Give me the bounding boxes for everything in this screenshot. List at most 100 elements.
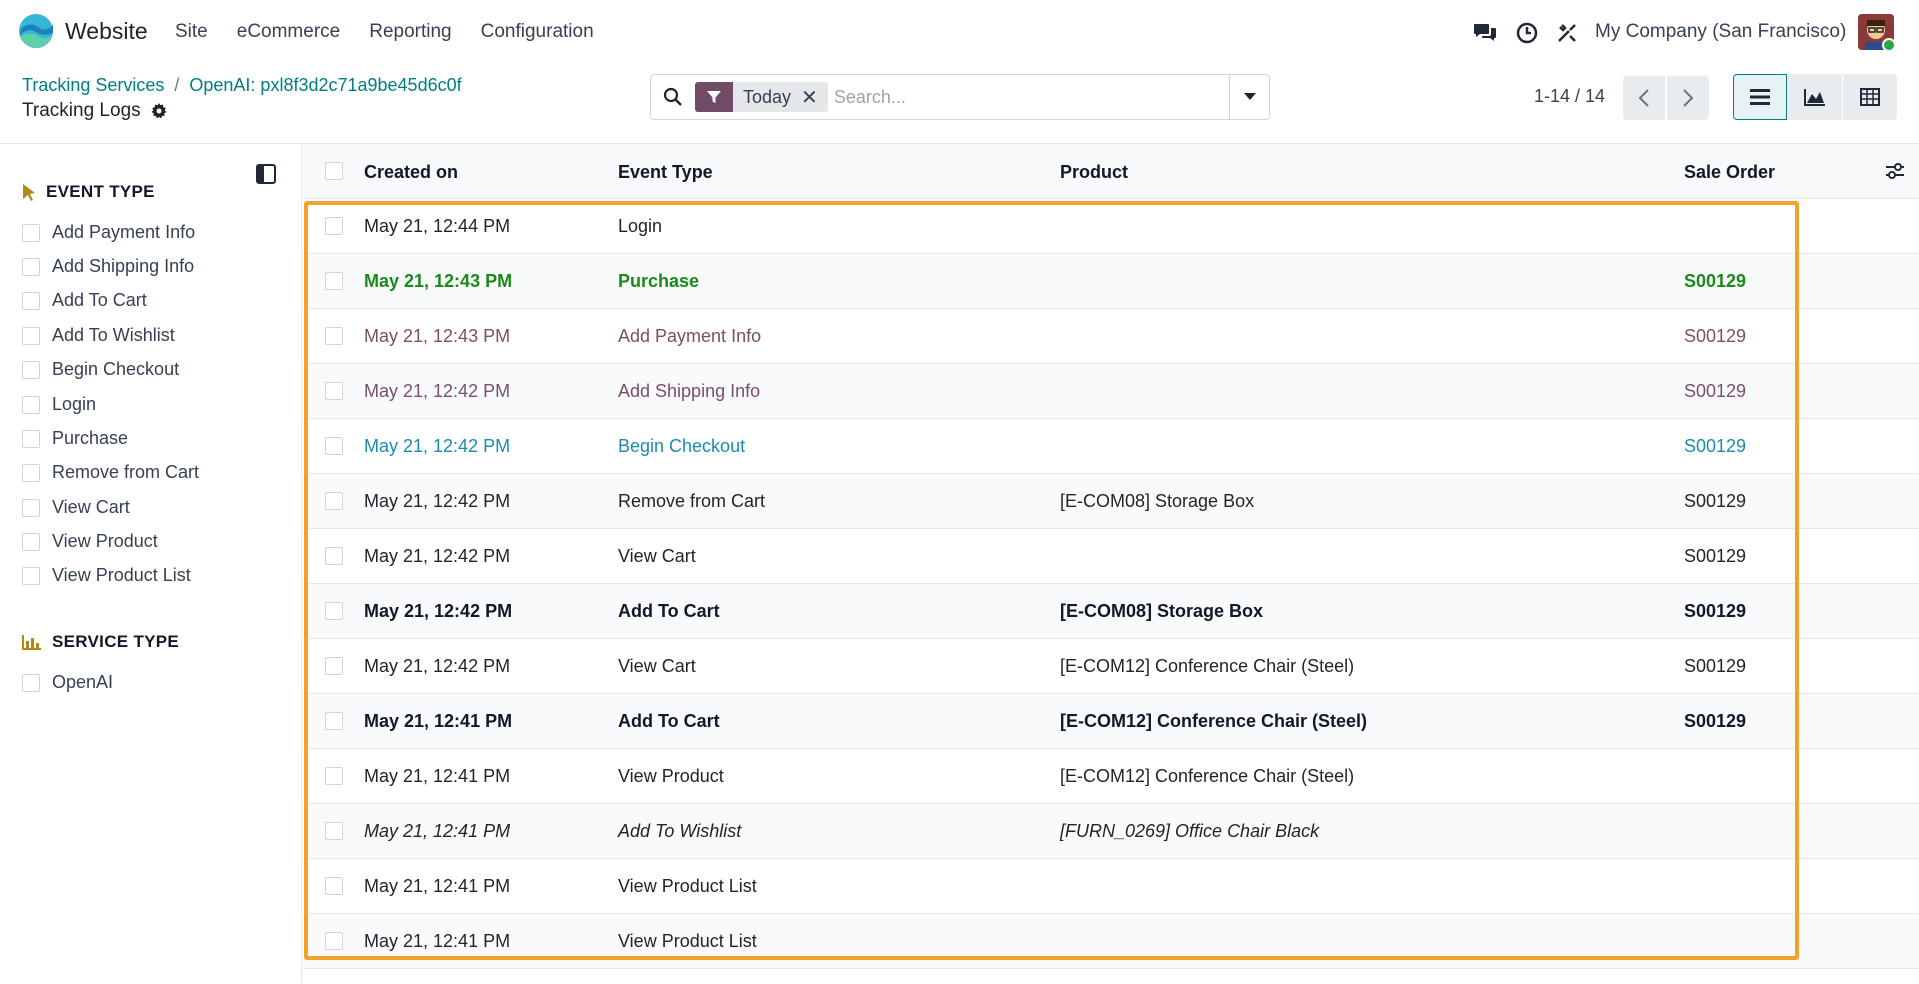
- search-input[interactable]: [834, 77, 1229, 117]
- chat-icon[interactable]: [1472, 20, 1498, 46]
- table-row[interactable]: May 21, 12:42 PM Add To Cart [E-COM08] S…: [303, 584, 1919, 639]
- checkbox[interactable]: [22, 674, 40, 692]
- checkbox[interactable]: [22, 292, 40, 310]
- checkbox[interactable]: [22, 327, 40, 345]
- cell-sale-order: S00129: [1684, 491, 1746, 512]
- filter-add-to-cart[interactable]: Add To Cart: [22, 290, 147, 311]
- column-product[interactable]: Product: [1060, 162, 1128, 183]
- sidebar-collapse-icon[interactable]: [256, 164, 276, 184]
- table-row[interactable]: May 21, 12:41 PM Add To Wishlist [FURN_0…: [303, 804, 1919, 859]
- pager-previous-button[interactable]: [1623, 76, 1665, 120]
- table-row[interactable]: May 21, 12:41 PM View Product [E-COM12] …: [303, 749, 1919, 804]
- menu-reporting[interactable]: Reporting: [369, 21, 451, 43]
- page-title: Tracking Logs: [22, 100, 167, 122]
- cell-product: [E-COM08] Storage Box: [1060, 601, 1263, 622]
- row-checkbox[interactable]: [325, 327, 343, 345]
- search-icon[interactable]: [651, 87, 695, 107]
- menu-ecommerce[interactable]: eCommerce: [237, 21, 340, 43]
- cell-sale-order: S00129: [1684, 601, 1746, 622]
- cell-created-on: May 21, 12:42 PM: [364, 381, 510, 402]
- search-options-toggle[interactable]: [1229, 75, 1269, 119]
- menu-configuration[interactable]: Configuration: [481, 21, 594, 43]
- cell-created-on: May 21, 12:41 PM: [364, 821, 510, 842]
- user-avatar[interactable]: [1858, 14, 1894, 50]
- filter-view-product[interactable]: View Product: [22, 531, 158, 552]
- table-row[interactable]: May 21, 12:43 PM Add Payment Info S00129: [303, 309, 1919, 364]
- filter-openai[interactable]: OpenAI: [22, 672, 113, 693]
- row-checkbox[interactable]: [325, 822, 343, 840]
- row-checkbox[interactable]: [325, 712, 343, 730]
- gear-icon[interactable]: [151, 103, 167, 119]
- search-bar: Today ✕: [650, 74, 1270, 120]
- filter-begin-checkout[interactable]: Begin Checkout: [22, 359, 179, 380]
- tools-icon[interactable]: [1554, 20, 1580, 46]
- cell-product: [E-COM12] Conference Chair (Steel): [1060, 711, 1367, 732]
- checkbox[interactable]: [22, 499, 40, 517]
- table-row[interactable]: May 21, 12:43 PM Purchase S00129: [303, 254, 1919, 309]
- checkbox[interactable]: [22, 533, 40, 551]
- row-checkbox[interactable]: [325, 492, 343, 510]
- checkbox[interactable]: [22, 361, 40, 379]
- filter-remove-from-cart[interactable]: Remove from Cart: [22, 462, 199, 483]
- row-checkbox[interactable]: [325, 877, 343, 895]
- filter-purchase[interactable]: Purchase: [22, 428, 128, 449]
- breadcrumb-tracking-services[interactable]: Tracking Services: [22, 75, 164, 95]
- table-row[interactable]: May 21, 12:42 PM View Cart [E-COM12] Con…: [303, 639, 1919, 694]
- row-checkbox[interactable]: [325, 382, 343, 400]
- table-row[interactable]: May 21, 12:42 PM Begin Checkout S00129: [303, 419, 1919, 474]
- cell-event-type: View Cart: [618, 546, 696, 567]
- pager-value[interactable]: 1-14 / 14: [1534, 86, 1605, 107]
- row-checkbox[interactable]: [325, 657, 343, 675]
- row-checkbox[interactable]: [325, 437, 343, 455]
- column-event-type[interactable]: Event Type: [618, 162, 713, 183]
- search-panel: EVENT TYPE Add Payment Info Add Shipping…: [0, 144, 302, 984]
- checkbox[interactable]: [22, 258, 40, 276]
- filter-view-product-list[interactable]: View Product List: [22, 565, 191, 586]
- table-icon: [1860, 88, 1880, 106]
- table-row[interactable]: May 21, 12:42 PM Remove from Cart [E-COM…: [303, 474, 1919, 529]
- pager-next-button[interactable]: [1667, 76, 1709, 120]
- clock-icon[interactable]: [1514, 20, 1540, 46]
- filter-view-cart[interactable]: View Cart: [22, 497, 130, 518]
- column-created-on[interactable]: Created on: [364, 162, 458, 183]
- caret-down-icon: [1244, 93, 1256, 101]
- row-checkbox[interactable]: [325, 272, 343, 290]
- table-row[interactable]: May 21, 12:42 PM Add Shipping Info S0012…: [303, 364, 1919, 419]
- cell-event-type: View Cart: [618, 656, 696, 677]
- table-row[interactable]: May 21, 12:42 PM View Cart S00129: [303, 529, 1919, 584]
- filter-add-payment-info[interactable]: Add Payment Info: [22, 222, 195, 243]
- checkbox[interactable]: [22, 430, 40, 448]
- row-checkbox[interactable]: [325, 547, 343, 565]
- table-row[interactable]: May 21, 12:41 PM Add To Cart [E-COM12] C…: [303, 694, 1919, 749]
- cell-created-on: May 21, 12:41 PM: [364, 876, 510, 897]
- graph-view-button[interactable]: [1788, 74, 1842, 120]
- checkbox[interactable]: [22, 224, 40, 242]
- list-view-button[interactable]: [1733, 74, 1787, 120]
- company-switcher[interactable]: My Company (San Francisco): [1595, 21, 1846, 43]
- table-row[interactable]: May 21, 12:44 PM Login: [303, 199, 1919, 254]
- optional-columns-icon[interactable]: [1885, 162, 1905, 180]
- cell-created-on: May 21, 12:42 PM: [364, 546, 510, 567]
- app-logo-icon[interactable]: [18, 13, 54, 49]
- checkbox[interactable]: [22, 464, 40, 482]
- filter-add-to-wishlist[interactable]: Add To Wishlist: [22, 325, 175, 346]
- row-checkbox[interactable]: [325, 767, 343, 785]
- select-all-checkbox[interactable]: [325, 162, 343, 180]
- menu-site[interactable]: Site: [175, 21, 208, 43]
- checkbox[interactable]: [22, 396, 40, 414]
- row-checkbox[interactable]: [325, 217, 343, 235]
- pivot-view-button[interactable]: [1843, 74, 1897, 120]
- table-row[interactable]: May 21, 12:41 PM View Product List: [303, 859, 1919, 914]
- online-status-icon: [1882, 38, 1894, 50]
- table-row[interactable]: May 21, 12:41 PM View Product List: [303, 914, 1919, 969]
- cell-created-on: May 21, 12:41 PM: [364, 766, 510, 787]
- checkbox[interactable]: [22, 567, 40, 585]
- row-checkbox[interactable]: [325, 602, 343, 620]
- filter-login[interactable]: Login: [22, 394, 96, 415]
- facet-remove-icon[interactable]: ✕: [801, 85, 828, 110]
- app-name[interactable]: Website: [65, 18, 148, 45]
- breadcrumb-current-service[interactable]: OpenAI: pxl8f3d2c71a9be45d6c0f: [189, 75, 461, 95]
- filter-add-shipping-info[interactable]: Add Shipping Info: [22, 256, 194, 277]
- row-checkbox[interactable]: [325, 932, 343, 950]
- column-sale-order[interactable]: Sale Order: [1684, 162, 1775, 183]
